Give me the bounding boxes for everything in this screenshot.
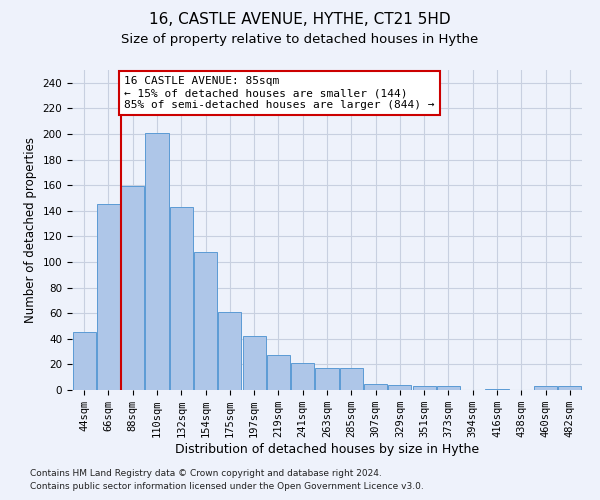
Bar bbox=[534, 386, 557, 390]
Bar bbox=[145, 132, 169, 390]
Y-axis label: Number of detached properties: Number of detached properties bbox=[24, 137, 37, 323]
Text: 16 CASTLE AVENUE: 85sqm
← 15% of detached houses are smaller (144)
85% of semi-d: 16 CASTLE AVENUE: 85sqm ← 15% of detache… bbox=[124, 76, 435, 110]
Bar bbox=[316, 368, 338, 390]
Bar bbox=[121, 186, 144, 390]
Bar bbox=[559, 386, 581, 390]
Text: 16, CASTLE AVENUE, HYTHE, CT21 5HD: 16, CASTLE AVENUE, HYTHE, CT21 5HD bbox=[149, 12, 451, 28]
Bar bbox=[242, 336, 266, 390]
Text: Contains public sector information licensed under the Open Government Licence v3: Contains public sector information licen… bbox=[30, 482, 424, 491]
Bar bbox=[267, 356, 290, 390]
Bar bbox=[170, 207, 193, 390]
Bar bbox=[73, 332, 95, 390]
Text: Contains HM Land Registry data © Crown copyright and database right 2024.: Contains HM Land Registry data © Crown c… bbox=[30, 468, 382, 477]
Bar bbox=[194, 252, 217, 390]
Bar bbox=[97, 204, 120, 390]
Bar bbox=[291, 363, 314, 390]
Text: Size of property relative to detached houses in Hythe: Size of property relative to detached ho… bbox=[121, 32, 479, 46]
Bar bbox=[218, 312, 241, 390]
Bar bbox=[388, 385, 412, 390]
Bar bbox=[340, 368, 363, 390]
X-axis label: Distribution of detached houses by size in Hythe: Distribution of detached houses by size … bbox=[175, 443, 479, 456]
Bar bbox=[413, 386, 436, 390]
Bar bbox=[437, 386, 460, 390]
Bar bbox=[364, 384, 387, 390]
Bar bbox=[485, 388, 509, 390]
